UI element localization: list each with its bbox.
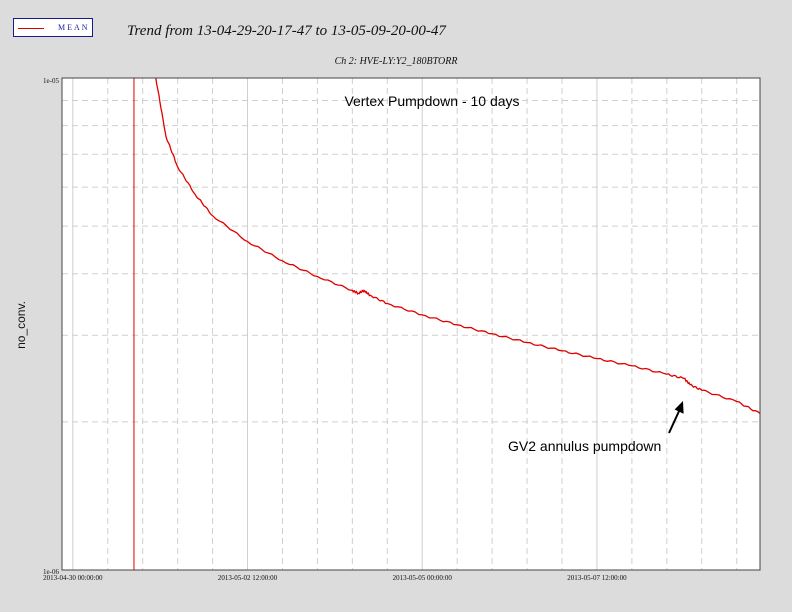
series-line-mean — [155, 77, 761, 415]
annotation-arrow-shaft — [668, 408, 681, 434]
plot-border — [61, 77, 761, 571]
y-tick-label: 1e-05 — [43, 77, 59, 85]
x-tick-label: 2013-04-30 00:00:00 — [43, 574, 103, 582]
legend-label: MEAN — [58, 23, 90, 32]
annotation-gv2-annulus: GV2 annulus pumpdown — [508, 438, 661, 454]
x-tick-label: 2013-05-02 12:00:00 — [218, 574, 278, 582]
annotation-vertex-pumpdown: Vertex Pumpdown - 10 days — [344, 93, 519, 109]
legend-box: MEAN — [13, 18, 93, 37]
annotation-arrow-head — [674, 401, 684, 414]
x-tick-label: 2013-05-07 12:00:00 — [567, 574, 627, 582]
legend-line-swatch — [18, 28, 44, 29]
chart-subtitle: Ch 2: HVE-LY:Y2_180BTORR — [334, 56, 458, 67]
x-tick-label: 2013-05-05 00:00:00 — [393, 574, 453, 582]
y-tick-label: 1e-06 — [43, 568, 59, 576]
chart-title: Trend from 13-04-29-20-17-47 to 13-05-09… — [127, 23, 446, 39]
plot-background — [62, 78, 760, 570]
